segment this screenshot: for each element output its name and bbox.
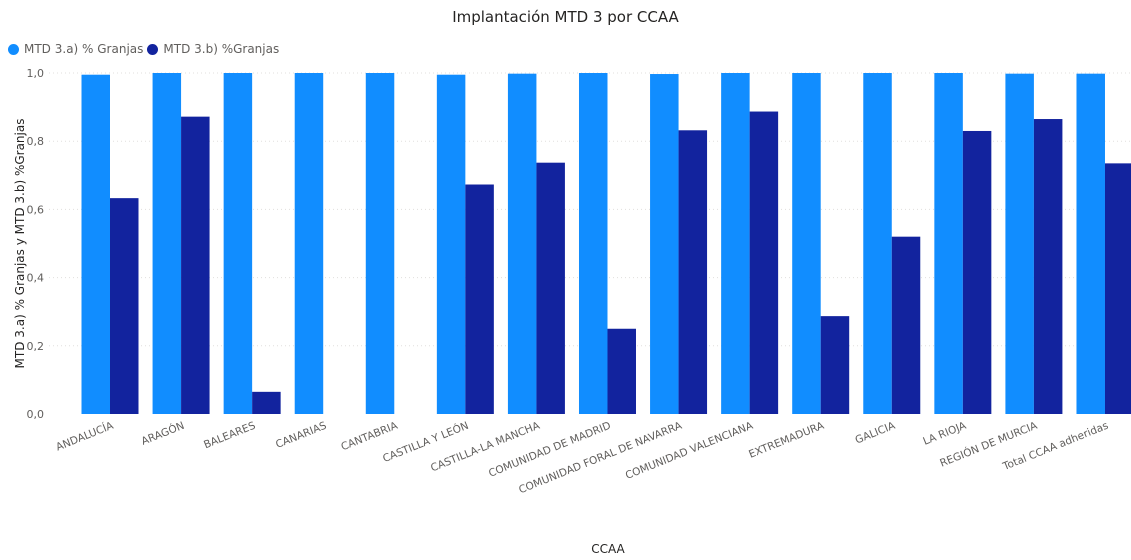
bar-series-a[interactable] (436, 74, 466, 414)
y-tick-label: 0,4 (27, 272, 45, 285)
bar-series-b[interactable] (536, 162, 565, 414)
x-tick-label: CANARIAS (274, 420, 329, 451)
x-tick-label: COMUNIDAD DE MADRID (487, 420, 613, 480)
bar-series-a[interactable] (507, 73, 537, 414)
x-tick-label: GALICIA (854, 419, 898, 446)
bar-series-b[interactable] (465, 184, 494, 414)
bar-series-b[interactable] (678, 130, 708, 414)
legend-label-series-a: MTD 3.a) % Granjas (24, 42, 144, 56)
x-tick-label: ANDALUCÍA (54, 418, 116, 453)
bar-series-a[interactable] (650, 74, 679, 414)
bar-series-b[interactable] (891, 236, 921, 414)
legend-item-series-a[interactable]: MTD 3.a) % Granjas (8, 42, 143, 56)
bar-series-b[interactable] (607, 328, 636, 414)
bar-series-a[interactable] (1076, 73, 1105, 414)
legend-item-series-b[interactable]: MTD 3.b) %Granjas (147, 42, 279, 56)
y-tick-label: 0,6 (27, 203, 45, 216)
bar-series-b[interactable] (1033, 119, 1063, 414)
x-axis-title: CCAA (591, 542, 625, 556)
x-tick-label: CANTABRIA (339, 419, 400, 453)
bar-series-a[interactable] (365, 73, 395, 414)
legend-marker-series-a (8, 43, 19, 55)
x-tick-label: LA RIOJA (921, 419, 968, 447)
y-tick-label: 0,0 (27, 408, 45, 421)
y-axis-title: MTD 3.a) % Granjas y MTD 3.b) %Granjas (13, 119, 27, 369)
bar-series-b[interactable] (1104, 163, 1131, 414)
x-tick-label: ARAGÓN (139, 419, 186, 448)
bar-series-a[interactable] (792, 73, 821, 414)
bar-series-a[interactable] (863, 73, 892, 414)
x-tick-label: EXTREMADURA (747, 419, 826, 460)
bar-series-a[interactable] (294, 73, 324, 414)
bar-series-a[interactable] (1005, 73, 1034, 414)
legend: MTD 3.a) % Granjas MTD 3.b) %Granjas (8, 42, 283, 56)
y-tick-label: 0,8 (27, 135, 45, 148)
legend-marker-series-b (147, 43, 159, 55)
bar-series-b[interactable] (749, 111, 779, 415)
bar-series-b[interactable] (181, 116, 210, 414)
bar-series-a[interactable] (934, 73, 963, 414)
chart-title: Implantación MTD 3 por CCAA (452, 8, 679, 26)
bar-series-a[interactable] (81, 74, 111, 414)
y-tick-label: 1,0 (27, 67, 45, 80)
bar-series-b[interactable] (110, 198, 139, 414)
x-tick-label: BALEARES (202, 420, 257, 452)
legend-label-series-b: MTD 3.b) %Granjas (163, 42, 280, 56)
x-tick-label: COMUNIDAD VALENCIANA (624, 419, 756, 482)
bar-series-a[interactable] (578, 73, 608, 414)
bar-series-b[interactable] (962, 130, 992, 414)
bar-series-a[interactable] (721, 73, 750, 414)
bar-series-b[interactable] (252, 391, 281, 414)
y-tick-label: 0,2 (27, 340, 45, 353)
bar-series-a[interactable] (152, 73, 182, 414)
bar-series-b[interactable] (820, 316, 850, 414)
bar-series-a[interactable] (223, 73, 253, 414)
